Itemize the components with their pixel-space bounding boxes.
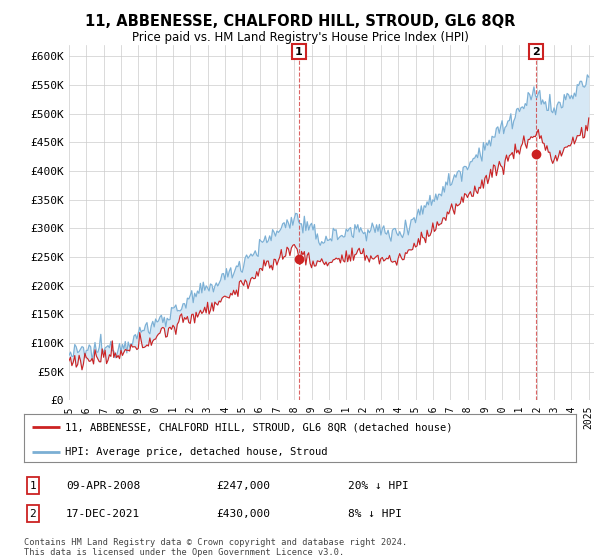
Text: £247,000: £247,000 <box>216 480 270 491</box>
Text: Contains HM Land Registry data © Crown copyright and database right 2024.
This d: Contains HM Land Registry data © Crown c… <box>24 538 407 557</box>
Text: 11, ABBENESSE, CHALFORD HILL, STROUD, GL6 8QR (detached house): 11, ABBENESSE, CHALFORD HILL, STROUD, GL… <box>65 422 453 432</box>
Text: Price paid vs. HM Land Registry's House Price Index (HPI): Price paid vs. HM Land Registry's House … <box>131 31 469 44</box>
Text: 09-APR-2008: 09-APR-2008 <box>66 480 140 491</box>
Text: 1: 1 <box>29 480 37 491</box>
Text: 1: 1 <box>295 46 303 57</box>
Text: 17-DEC-2021: 17-DEC-2021 <box>66 508 140 519</box>
Text: 2: 2 <box>29 508 37 519</box>
Text: 11, ABBENESSE, CHALFORD HILL, STROUD, GL6 8QR: 11, ABBENESSE, CHALFORD HILL, STROUD, GL… <box>85 14 515 29</box>
Text: 20% ↓ HPI: 20% ↓ HPI <box>348 480 409 491</box>
Text: £430,000: £430,000 <box>216 508 270 519</box>
Text: 2: 2 <box>532 46 540 57</box>
Text: HPI: Average price, detached house, Stroud: HPI: Average price, detached house, Stro… <box>65 446 328 456</box>
Text: 8% ↓ HPI: 8% ↓ HPI <box>348 508 402 519</box>
